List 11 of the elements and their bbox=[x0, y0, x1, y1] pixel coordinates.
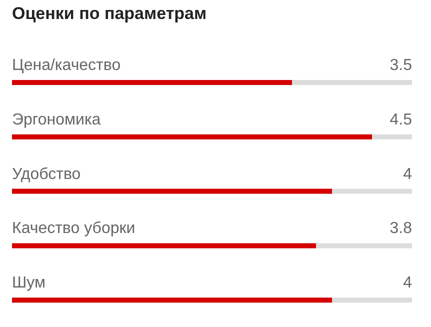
y-tick-label: Шум bbox=[12, 274, 46, 292]
chart-title: Оценки по параметрам bbox=[12, 4, 207, 24]
y-tick-label: Удобство bbox=[12, 166, 81, 183]
data-label: 4.5 bbox=[390, 111, 412, 128]
data-label: 3.8 bbox=[390, 220, 412, 238]
y-tick-label: Цена/качество bbox=[12, 57, 121, 74]
y-tick-label: Качество уборки bbox=[12, 220, 136, 238]
data-label: 3.5 bbox=[390, 57, 412, 74]
y-tick-label: Эргономика bbox=[12, 111, 101, 128]
data-label: 4 bbox=[403, 274, 412, 292]
data-label: 4 bbox=[403, 166, 412, 183]
